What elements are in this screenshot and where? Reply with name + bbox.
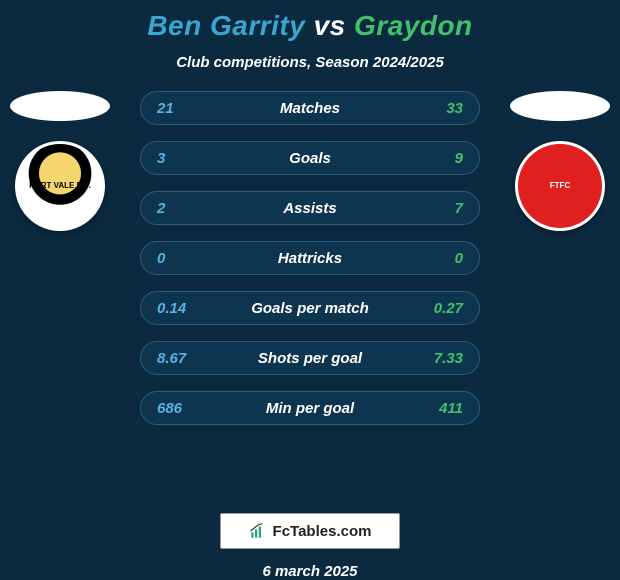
- stat-row: 686 Min per goal 411: [140, 391, 480, 425]
- right-column: FTFC: [500, 91, 620, 231]
- player1-name: Ben Garrity: [147, 10, 305, 41]
- stat-value-right: 0: [413, 250, 463, 267]
- footer-site-name: FcTables.com: [273, 523, 372, 540]
- main-area: PORT VALE F.C. FTFC 21Matches333Goals92A…: [0, 91, 620, 485]
- stat-label: Shots per goal: [258, 350, 362, 367]
- left-column: PORT VALE F.C.: [0, 91, 120, 231]
- stat-label: Goals: [289, 150, 331, 167]
- stat-row: 3 Goals 9: [140, 141, 480, 175]
- stat-value-left: 0.14: [157, 300, 207, 317]
- stat-value-right: 33: [413, 100, 463, 117]
- vs-text: vs: [314, 10, 346, 41]
- stat-label: Matches: [280, 100, 340, 117]
- left-flag: [10, 91, 110, 121]
- right-badge-label: FTFC: [548, 180, 572, 193]
- stats-card: Ben Garrity vs Graydon Club competitions…: [0, 0, 620, 580]
- chart-icon: [249, 522, 267, 540]
- stat-value-left: 686: [157, 400, 207, 417]
- stat-value-right: 7.33: [413, 350, 463, 367]
- stat-label: Min per goal: [266, 400, 354, 417]
- stat-value-right: 0.27: [413, 300, 463, 317]
- stat-value-right: 7: [413, 200, 463, 217]
- left-badge-label: PORT VALE F.C.: [27, 180, 93, 193]
- stat-label: Goals per match: [251, 300, 369, 317]
- stat-rows: 21Matches333Goals92Assists70Hattricks00.…: [140, 91, 480, 425]
- stat-row: 0 Hattricks 0: [140, 241, 480, 275]
- left-club-badge: PORT VALE F.C.: [15, 141, 105, 231]
- stat-value-left: 8.67: [157, 350, 207, 367]
- stat-value-left: 21: [157, 100, 207, 117]
- footer-logo[interactable]: FcTables.com: [220, 513, 401, 549]
- stat-value-right: 9: [413, 150, 463, 167]
- stat-label: Assists: [283, 200, 336, 217]
- right-club-badge: FTFC: [515, 141, 605, 231]
- right-flag: [510, 91, 610, 121]
- stat-value-right: 411: [413, 400, 463, 417]
- subtitle: Club competitions, Season 2024/2025: [176, 54, 444, 71]
- title: Ben Garrity vs Graydon: [147, 10, 472, 42]
- player2-name: Graydon: [354, 10, 473, 41]
- stat-value-left: 3: [157, 150, 207, 167]
- stat-row: 0.14 Goals per match 0.27: [140, 291, 480, 325]
- stat-value-left: 0: [157, 250, 207, 267]
- stat-label: Hattricks: [278, 250, 342, 267]
- stat-row: 8.67 Shots per goal 7.33: [140, 341, 480, 375]
- stat-value-left: 2: [157, 200, 207, 217]
- date: 6 march 2025: [262, 563, 357, 580]
- stat-row: 2 Assists 7: [140, 191, 480, 225]
- stat-row: 21 Matches 33: [140, 91, 480, 125]
